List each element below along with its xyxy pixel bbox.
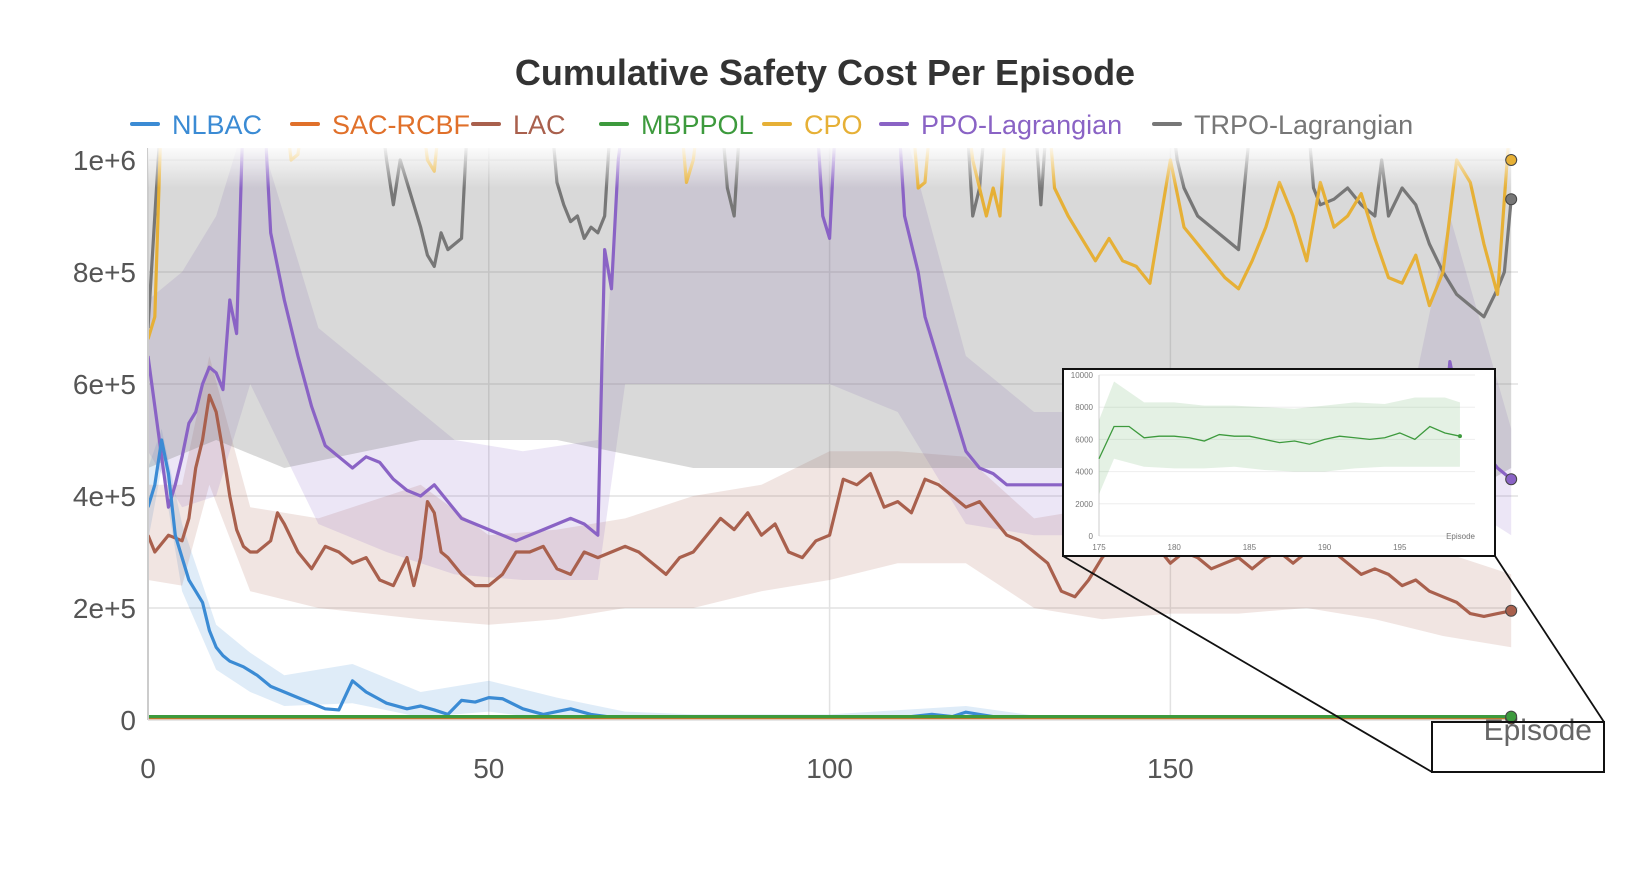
- inset-x-tick-label: 195: [1393, 543, 1407, 552]
- inset-x-tick-label: 175: [1092, 543, 1106, 552]
- axes: 0 2e+5 4e+5 6e+5 8e+5 1e+6 0 50 100 150: [73, 145, 1518, 784]
- inset-connector: [1062, 555, 1433, 773]
- inset-frame: [1062, 368, 1496, 557]
- legend-item-mbppol[interactable]: MBPPOL: [599, 110, 754, 140]
- end-marker-cpo: [1505, 154, 1518, 166]
- legend-item-sac-rcbf[interactable]: SAC-RCBF: [290, 110, 470, 140]
- legend-label: MBPPOL: [641, 110, 754, 140]
- band-lac: [148, 356, 1512, 648]
- inset-band: [1099, 381, 1460, 495]
- y-tick-label: 1e+6: [73, 145, 136, 176]
- inset-x-tick-label: 180: [1168, 543, 1182, 552]
- y-tick-label: 8e+5: [73, 257, 136, 288]
- y-tick-label: 4e+5: [73, 481, 136, 512]
- legend-label: SAC-RCBF: [332, 110, 470, 140]
- legend-label: LAC: [513, 110, 566, 140]
- line-nlbac: [148, 438, 1512, 720]
- legend-item-nlbac[interactable]: NLBAC: [130, 110, 262, 140]
- legend-label: CPO: [804, 110, 863, 140]
- line-lac: [148, 393, 1512, 619]
- legend-label: NLBAC: [172, 110, 262, 140]
- inset-x-tick-label: 185: [1243, 543, 1257, 552]
- inset-line: [1098, 425, 1461, 459]
- inset-x-tick-label: 190: [1318, 543, 1332, 552]
- inset-y-tick-label: 0: [1089, 532, 1094, 541]
- x-tick-label: 0: [140, 753, 156, 784]
- x-tick-label: 100: [806, 753, 853, 784]
- inset-end-marker: [1457, 434, 1462, 439]
- inset-y-tick-label: 6000: [1075, 435, 1093, 444]
- y-tick-label: 0: [120, 705, 136, 736]
- legend: NLBAC SAC-RCBF LAC MBPPOL CPO PPO-Lagrangian T…: [130, 110, 1413, 140]
- chart-title: Cumulative Safety Cost Per Episode: [515, 52, 1135, 93]
- y-tick-label: 6e+5: [73, 369, 136, 400]
- inset-y-tick-label: 4000: [1075, 468, 1093, 477]
- x-axis-title: Episode: [1484, 714, 1592, 747]
- y-tick-label: 2e+5: [73, 593, 136, 624]
- top-fade: [148, 148, 1518, 188]
- end-marker-ppo-lagrangian: [1505, 473, 1518, 486]
- legend-label: TRPO-Lagrangian: [1194, 110, 1413, 140]
- zoom-region-box: [1431, 721, 1605, 773]
- end-marker-lac: [1505, 604, 1518, 617]
- line-cpo: [148, 148, 1510, 340]
- x-tick-label: 50: [473, 753, 504, 784]
- legend-item-cpo[interactable]: CPO: [762, 110, 863, 140]
- inset-x-axis-title: Episode: [1446, 532, 1475, 541]
- legend-item-ppo-lagrangian[interactable]: PPO-Lagrangian: [879, 110, 1122, 140]
- end-marker-trpo-lagrangian: [1505, 193, 1518, 206]
- inset-y-tick-label: 8000: [1075, 403, 1093, 412]
- x-tick-label: 150: [1147, 753, 1194, 784]
- zoom-inset: 0 2000 4000 6000 8000 10000 175 180 185 190 195 Epi…: [1062, 368, 1605, 773]
- legend-label: PPO-Lagrangian: [921, 110, 1122, 140]
- legend-item-lac[interactable]: LAC: [471, 110, 566, 140]
- inset-y-tick-label: 10000: [1071, 371, 1094, 380]
- inset-connector: [1494, 555, 1605, 723]
- legend-item-trpo-lagrangian[interactable]: TRPO-Lagrangian: [1152, 110, 1413, 140]
- inset-y-tick-label: 2000: [1075, 500, 1093, 509]
